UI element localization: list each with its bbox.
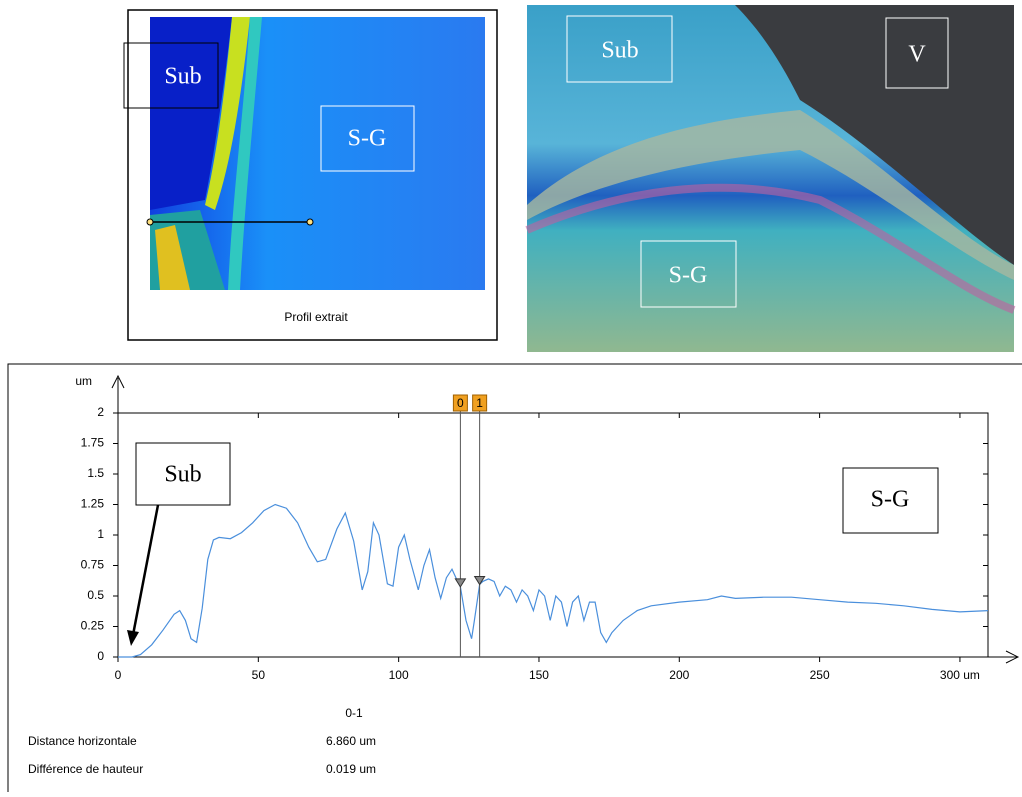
x-tick-label: 50 — [252, 668, 266, 682]
substrate-region — [150, 17, 232, 210]
y-tick-label: 0 — [97, 649, 104, 663]
x-tick-label: 250 — [810, 668, 830, 682]
y-tick-label: 0.75 — [81, 558, 105, 572]
annotation: Sub — [164, 462, 201, 488]
fringe — [155, 225, 190, 290]
y-tick-label: 0.25 — [81, 619, 105, 633]
x-tick-label: 200 — [669, 668, 689, 682]
cursor-marker — [454, 578, 467, 588]
annotation-box — [135, 442, 231, 506]
label-box — [123, 42, 219, 109]
image-label: V — [908, 42, 926, 68]
plot-frame — [117, 412, 989, 658]
table-cell: Différence de hauteur — [28, 762, 143, 776]
image-caption: Profil extrait — [284, 310, 348, 324]
image-label: Sub — [601, 38, 638, 64]
cursor-label: 1 — [476, 396, 483, 410]
grain-layer — [527, 110, 1014, 280]
label-box — [640, 240, 737, 308]
cursor-marker — [473, 576, 486, 586]
chart-frame — [7, 363, 1022, 797]
y-tick-label: 1.25 — [81, 497, 105, 511]
label-box — [320, 105, 415, 172]
annotation: S-G — [871, 487, 910, 513]
table-header: 0-1 — [345, 706, 363, 720]
label-box — [566, 15, 673, 83]
fringe — [205, 17, 250, 210]
x-tick-label: 300 um — [940, 668, 980, 682]
y-tick-label: 0.5 — [87, 588, 104, 602]
profile-end — [306, 218, 314, 226]
image-label: S-G — [669, 263, 708, 289]
axis-arrow — [111, 374, 125, 389]
x-tick-label: 100 — [389, 668, 409, 682]
annotation-box — [842, 467, 939, 534]
cursor-label: 0 — [457, 396, 464, 410]
y-axis-label: um — [75, 374, 92, 388]
y-tick-label: 2 — [97, 405, 104, 419]
table-cell: 6.860 um — [326, 734, 376, 748]
cursor-tag — [452, 394, 468, 412]
y-tick-label: 1.75 — [81, 436, 105, 450]
label-box — [885, 17, 949, 89]
interference-band — [525, 183, 1016, 314]
y-tick-label: 1 — [97, 527, 104, 541]
x-tick-label: 150 — [529, 668, 549, 682]
profile-end — [146, 218, 154, 226]
image-label: Sub — [164, 64, 201, 90]
void-region — [735, 5, 1014, 265]
arrow-head — [127, 630, 139, 646]
annotation-arrow — [131, 504, 160, 636]
cursor-tag — [472, 394, 488, 412]
table-cell: Distance horizontale — [28, 734, 137, 748]
axis-arrow — [1005, 650, 1020, 664]
table-cell: 0.019 um — [326, 762, 376, 776]
x-tick-label: 0 — [115, 668, 122, 682]
image-label: S-G — [348, 126, 387, 152]
y-tick-label: 1.5 — [87, 466, 104, 480]
